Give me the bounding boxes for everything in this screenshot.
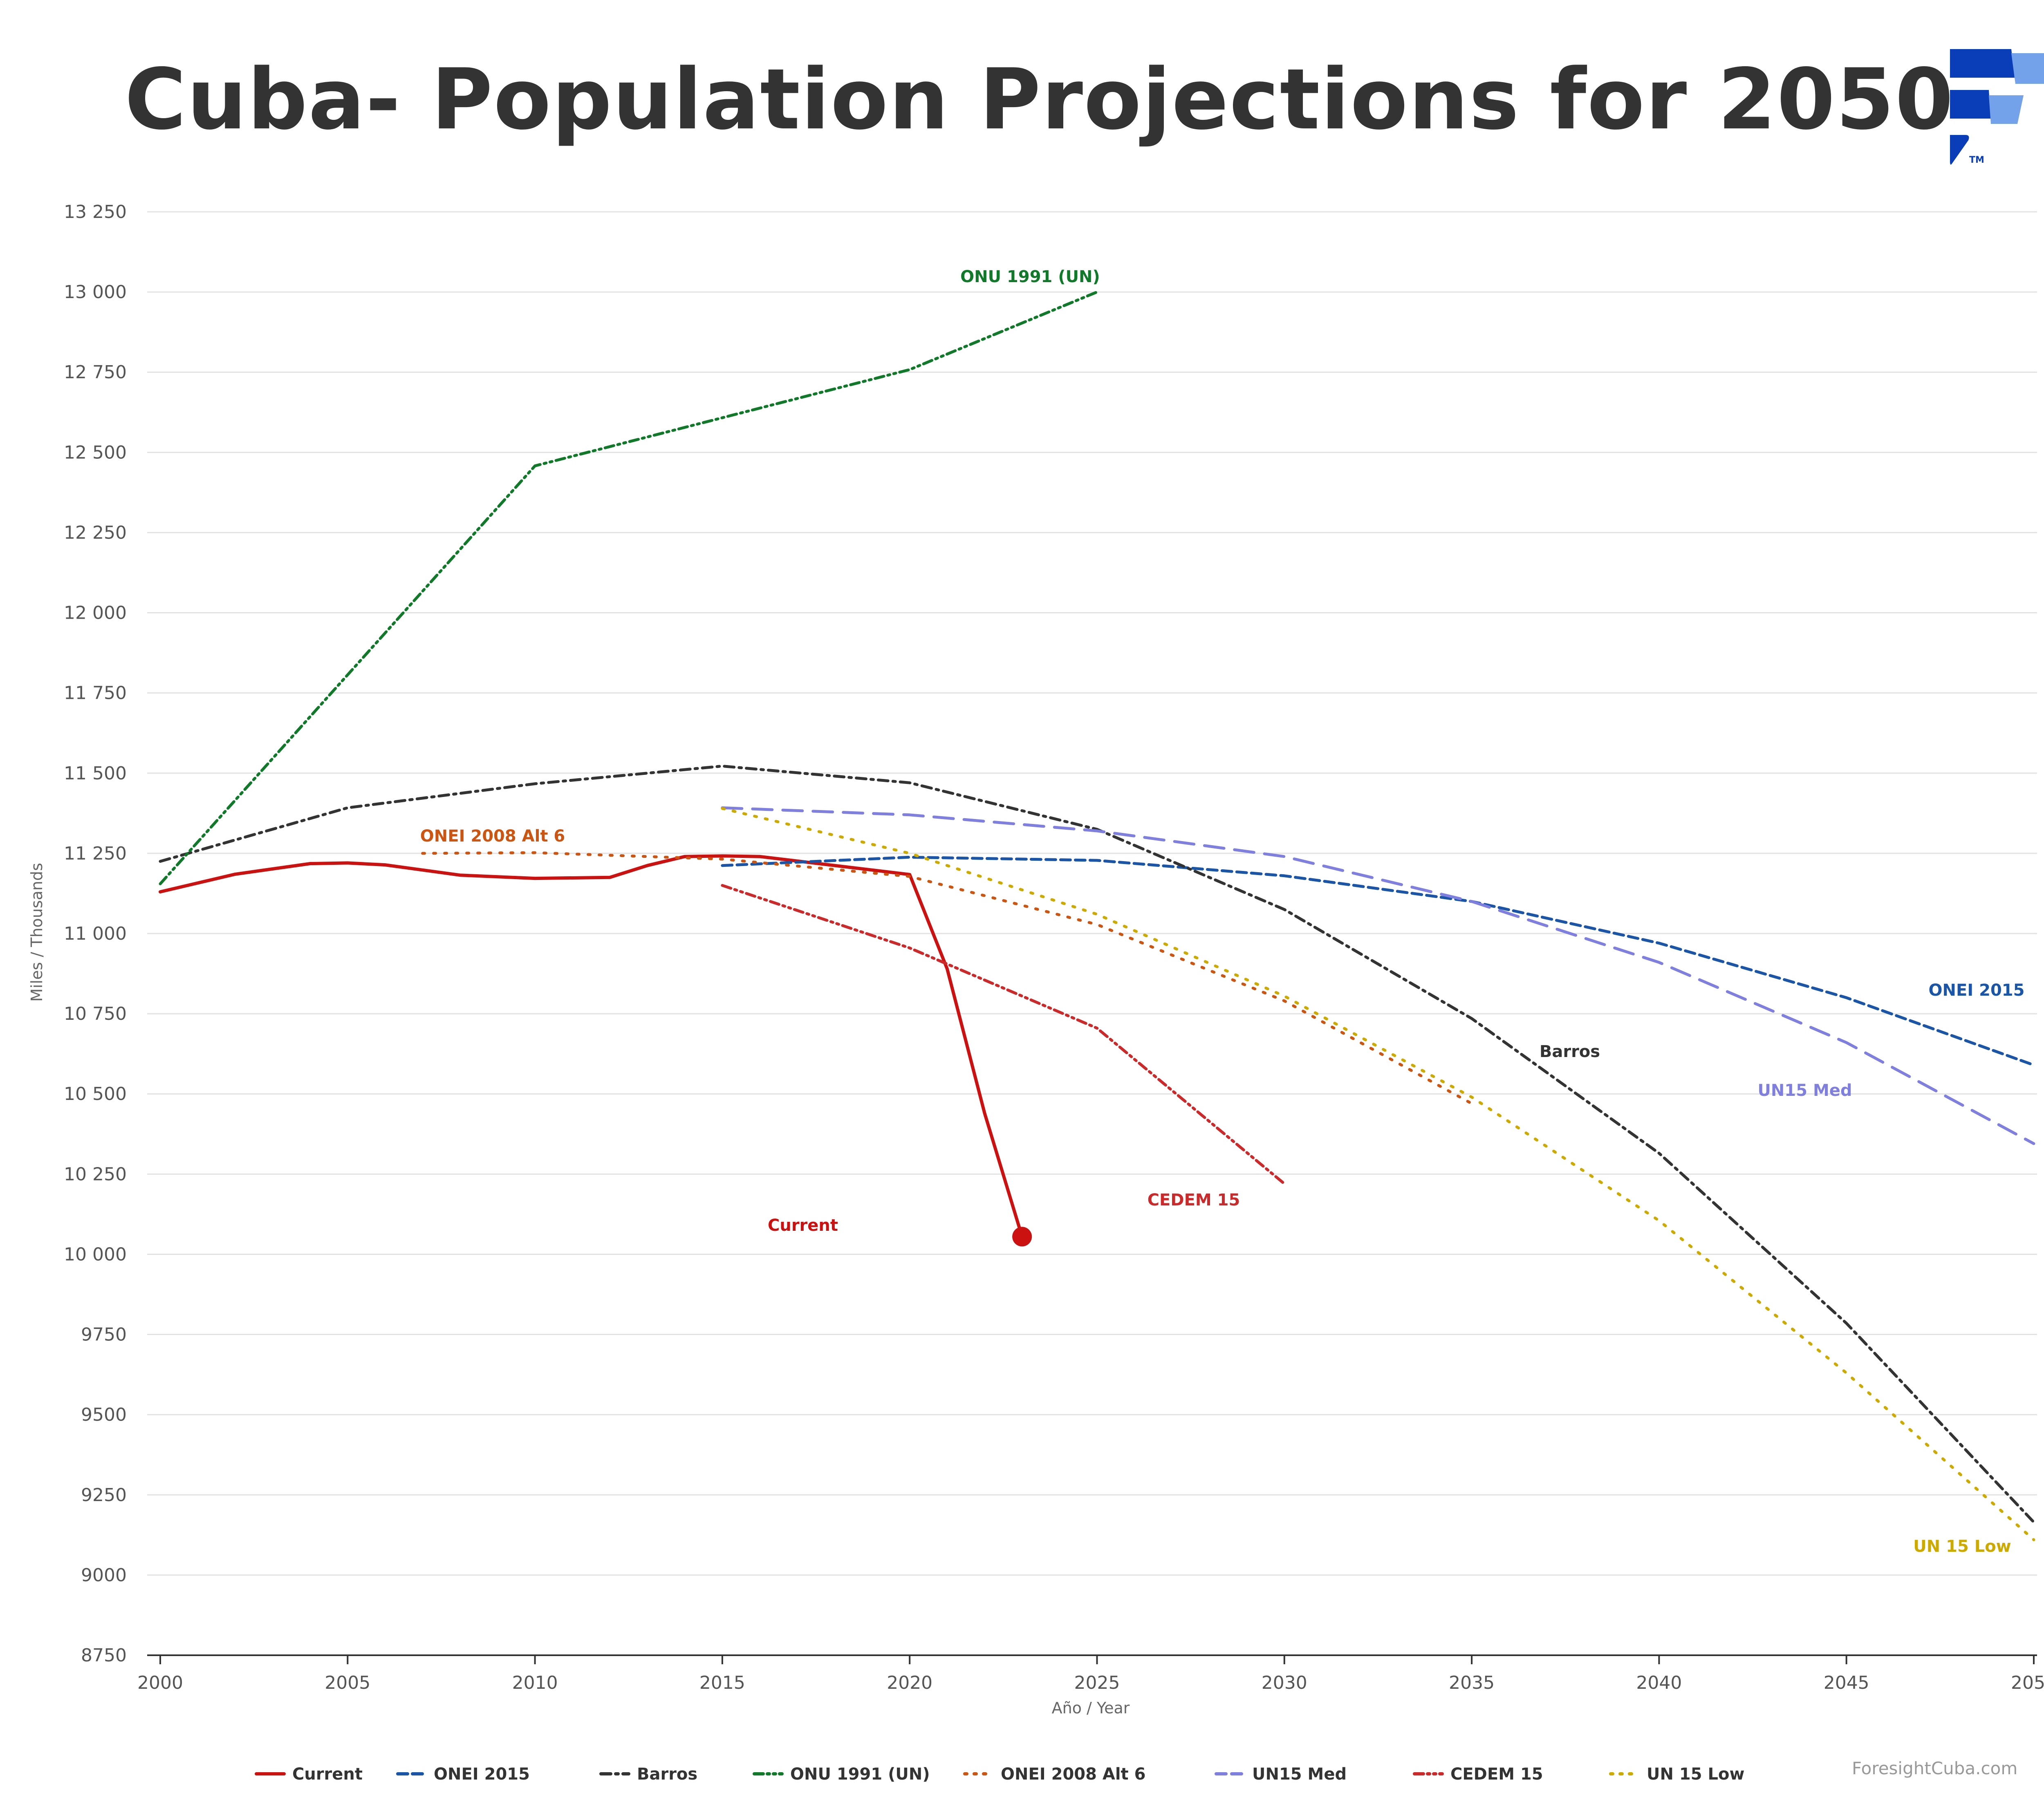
legend: Current ONEI 2015 Barros ONU 1991 (UN) ONEI …	[255, 1765, 1744, 1784]
y-tick-label: 10 250	[64, 1164, 127, 1185]
x-tick-label: 2015	[699, 1672, 745, 1693]
y-axis-title: Miles / Thousands	[28, 863, 46, 1002]
series-label-current: Current	[768, 1216, 838, 1235]
legend-label[interactable]: ONEI 2015	[434, 1765, 530, 1784]
y-tick-label: 13 250	[64, 202, 127, 222]
series-line-barros	[159, 765, 2035, 1524]
y-tick-label: 11 000	[64, 923, 127, 944]
chart-title: Cuba- Population Projections for 2050	[125, 51, 1954, 148]
series-labels: Current ONEI 2015 Barros ONU 1991 (UN) ONEI …	[420, 267, 2025, 1556]
y-tick-label: 9250	[81, 1485, 127, 1506]
y-tick-label: 10 000	[64, 1244, 127, 1265]
x-tick-label: 2005	[325, 1672, 370, 1693]
x-tick-label: 2020	[887, 1672, 932, 1693]
series-label-cedem-15: CEDEM 15	[1148, 1191, 1240, 1210]
x-tick-label: 2050	[2011, 1672, 2044, 1693]
x-tick-label: 2030	[1262, 1672, 1307, 1693]
y-tick-label: 12 500	[64, 442, 127, 463]
y-tick-label: 9000	[81, 1565, 127, 1586]
y-axis-ticks: 8750 9000 9250 9500 9750 10 000 10 250 10 500 10…	[64, 202, 127, 1666]
y-tick-label: 10 500	[64, 1084, 127, 1104]
y-tick-label: 11 500	[64, 763, 127, 784]
y-tick-label: 12 750	[64, 362, 127, 383]
series-line-onu-1991-un-	[159, 290, 1098, 885]
x-axis-title: Año / Year	[1052, 1699, 1130, 1717]
gridlines	[147, 211, 2037, 1576]
legend-label[interactable]: CEDEM 15	[1450, 1765, 1543, 1784]
current-endpoint-marker	[1012, 1227, 1032, 1247]
y-tick-label: 12 250	[64, 522, 127, 543]
y-tick-label: 9500	[81, 1405, 127, 1425]
legend-label[interactable]: UN15 Med	[1252, 1765, 1347, 1784]
x-tick-label: 2040	[1636, 1672, 1682, 1693]
series-label-onu-1991: ONU 1991 (UN)	[960, 267, 1100, 286]
y-tick-label: 8750	[81, 1645, 127, 1666]
x-tick-label: 2045	[1824, 1672, 1869, 1693]
series-line-cedem-15	[721, 884, 1286, 1185]
y-tick-label: 11 250	[64, 843, 127, 864]
series-lines	[159, 290, 2035, 1542]
x-axis: 2000 2005 2010 2015 2020 2025 2030 2035 2040 2045…	[137, 1654, 2044, 1693]
legend-label[interactable]: Current	[292, 1765, 363, 1784]
series-line-current	[159, 854, 1024, 1239]
y-tick-label: 11 750	[64, 683, 127, 704]
svg-text:TM: TM	[1969, 155, 1984, 165]
series-label-un15-med: UN15 Med	[1757, 1081, 1852, 1100]
series-label-un-15-low: UN 15 Low	[1913, 1537, 2011, 1556]
y-tick-label: 9750	[81, 1324, 127, 1345]
y-tick-label: 10 750	[64, 1003, 127, 1024]
y-tick-label: 13 000	[64, 282, 127, 303]
legend-label[interactable]: UN 15 Low	[1647, 1765, 1744, 1784]
x-tick-label: 2025	[1074, 1672, 1120, 1693]
series-line-onei-2008-alt-6	[421, 851, 1473, 1105]
y-tick-label: 12 000	[64, 603, 127, 624]
series-line-un15-med	[721, 806, 2035, 1145]
foresight-logo: TM	[1950, 47, 2044, 171]
x-tick-label: 2010	[512, 1672, 558, 1693]
series-label-onei-2008: ONEI 2008 Alt 6	[420, 827, 565, 846]
legend-label[interactable]: ONU 1991 (UN)	[790, 1765, 930, 1784]
legend-label[interactable]: Barros	[637, 1765, 697, 1784]
series-line-onei-2015	[721, 855, 2035, 1067]
x-tick-label: 2000	[137, 1672, 183, 1693]
source-credit: ForesightCuba.com	[1852, 1758, 2018, 1778]
legend-label[interactable]: ONEI 2008 Alt 6	[1001, 1765, 1145, 1784]
series-label-onei-2015: ONEI 2015	[1929, 981, 2025, 1000]
series-label-barros: Barros	[1540, 1042, 1600, 1061]
x-tick-label: 2035	[1449, 1672, 1495, 1693]
